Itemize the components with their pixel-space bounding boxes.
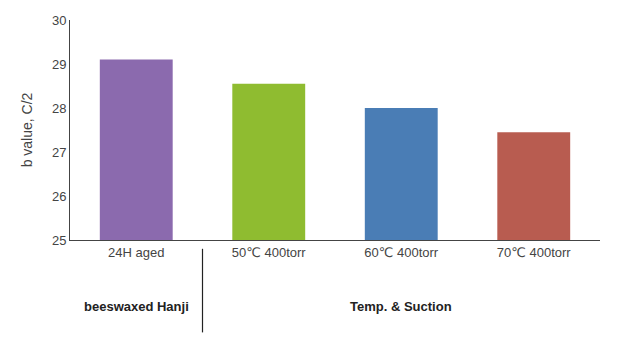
svg-text:30: 30 — [52, 13, 66, 28]
svg-text:Temp. & Suction: Temp. & Suction — [350, 299, 452, 314]
svg-text:25: 25 — [52, 233, 66, 248]
svg-text:26: 26 — [52, 189, 66, 204]
svg-text:60℃ 400torr: 60℃ 400torr — [364, 245, 439, 260]
svg-text:70℃ 400torr: 70℃ 400torr — [497, 245, 572, 260]
svg-text:b value, C/2: b value, C/2 — [19, 92, 35, 167]
svg-text:27: 27 — [52, 145, 66, 160]
svg-text:29: 29 — [52, 57, 66, 72]
svg-text:50℃ 400torr: 50℃ 400torr — [232, 245, 307, 260]
svg-text:beeswaxed Hanji: beeswaxed Hanji — [84, 299, 189, 314]
svg-text:28: 28 — [52, 101, 66, 116]
svg-text:24H aged: 24H aged — [108, 245, 164, 260]
